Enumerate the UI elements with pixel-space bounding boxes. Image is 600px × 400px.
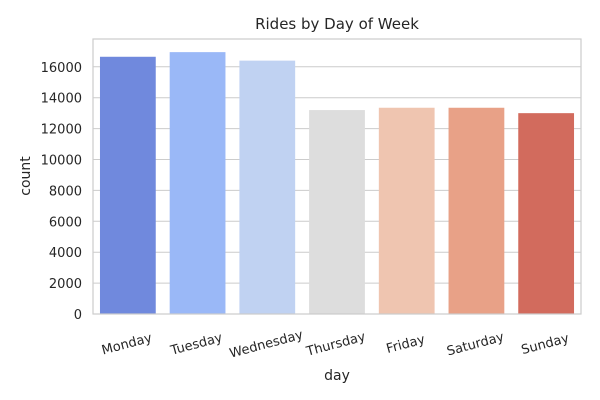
x-tick-labels: Monday Tuesday Wednesday Thursday Friday Satu…: [100, 328, 571, 362]
plot-frame: [92, 38, 582, 315]
x-tick-label: Sunday: [520, 331, 571, 358]
y-tick-label: 2000: [49, 277, 82, 292]
bar-monday: [99, 56, 156, 315]
y-tick-label: 12000: [41, 123, 82, 138]
y-tick-label: 10000: [41, 154, 82, 169]
x-tick-label: Friday: [385, 332, 427, 357]
x-tick-label: Tuesday: [168, 330, 224, 359]
x-tick-label: Thursday: [304, 329, 368, 359]
bars: [99, 52, 575, 315]
y-tick-labels: 0 2000 4000 6000 8000 10000 12000 14000 16000: [41, 61, 82, 323]
y-tick-label: 14000: [41, 92, 82, 107]
bar-friday: [378, 107, 435, 314]
bar-sunday: [518, 113, 575, 314]
bar-saturday: [448, 107, 505, 314]
x-tick-label: Saturday: [445, 330, 506, 360]
y-axis-label: count: [18, 156, 34, 196]
chart-title: Rides by Day of Week: [255, 15, 419, 33]
y-tick-label: 0: [74, 308, 82, 323]
x-tick-label: Monday: [100, 331, 154, 359]
y-tick-label: 8000: [49, 184, 82, 199]
bar-thursday: [309, 110, 365, 314]
bar-tuesday: [169, 52, 226, 315]
y-tick-label: 6000: [49, 215, 82, 230]
y-tick-label: 4000: [49, 246, 82, 261]
y-tick-label: 16000: [41, 61, 82, 76]
x-axis-label: day: [324, 368, 350, 384]
bar-wednesday: [239, 60, 296, 315]
x-tick-label: Wednesday: [228, 328, 305, 362]
